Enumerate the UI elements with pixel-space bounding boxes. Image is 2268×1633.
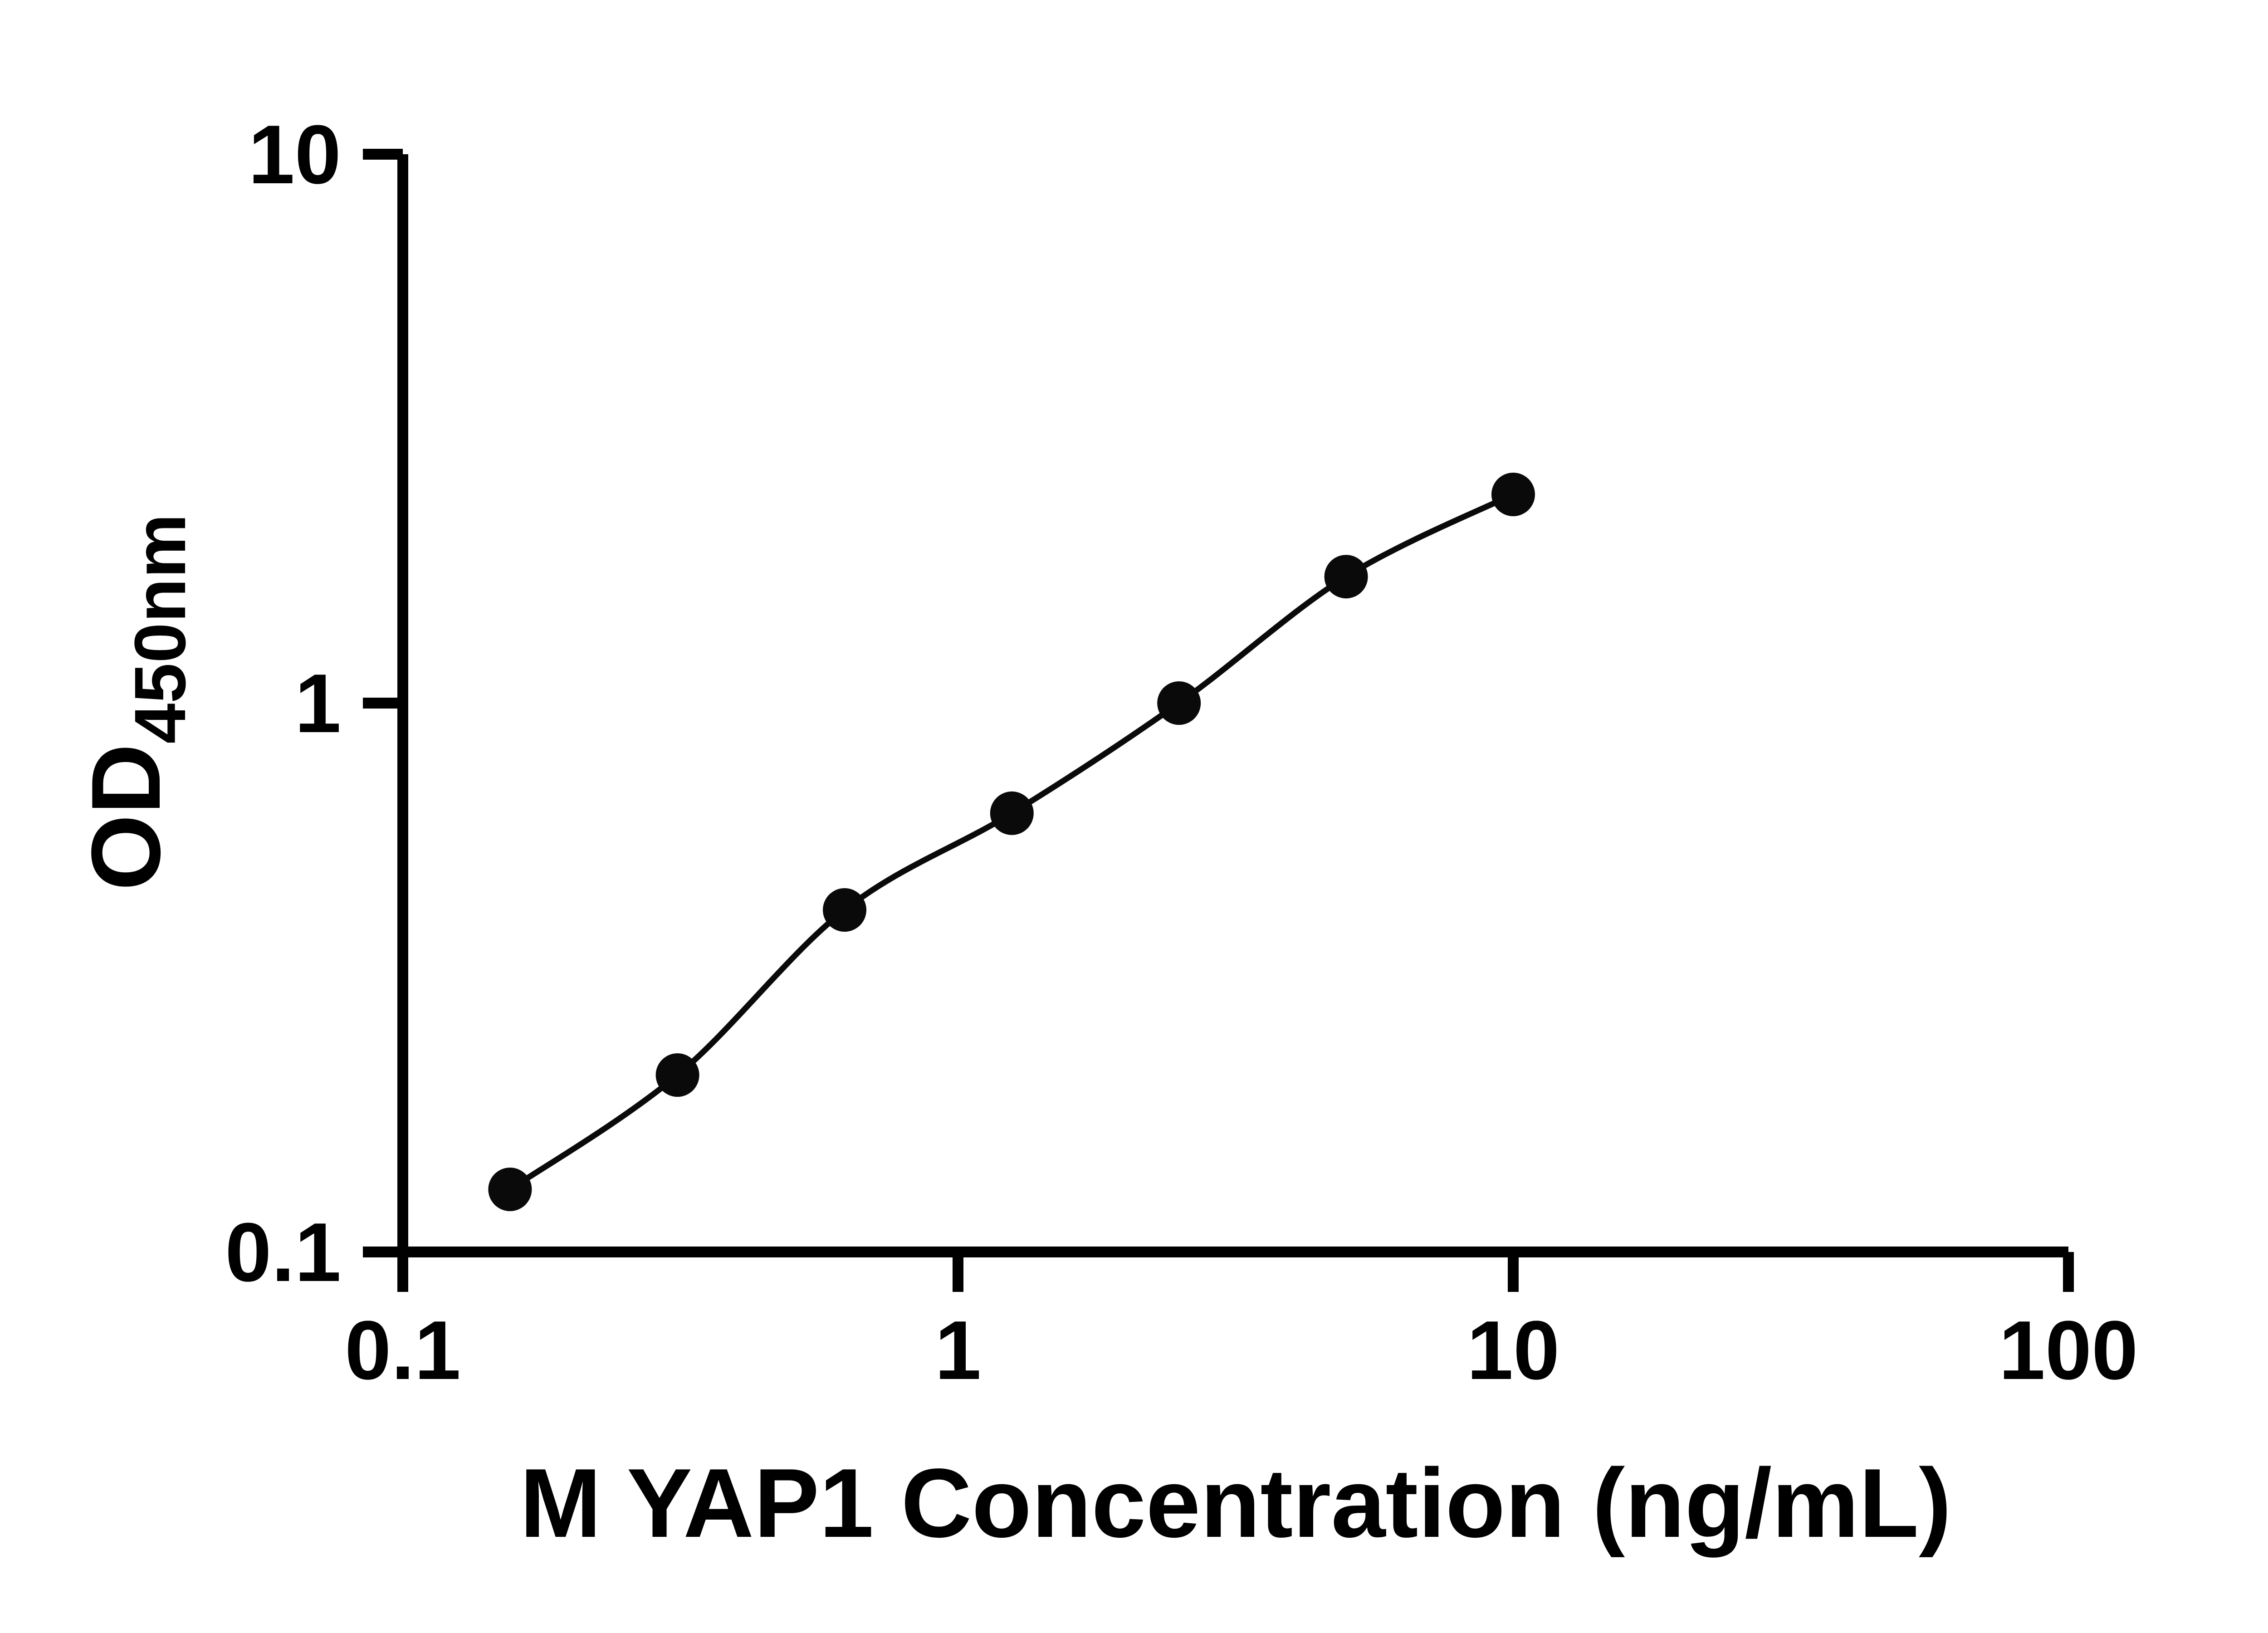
x-axis-tick-label: 10: [1467, 1303, 1560, 1397]
data-point-marker: [823, 888, 866, 932]
axis-line: [397, 154, 2068, 1257]
data-point-marker: [488, 1168, 532, 1211]
y-axis-tick-label: 10: [248, 108, 341, 201]
data-point-marker: [990, 791, 1034, 835]
y-axis-title: OD450nm: [71, 514, 200, 891]
data-point-marker: [1324, 555, 1368, 599]
y-axis-tick-label: 1: [295, 656, 341, 750]
data-point-marker: [1157, 681, 1201, 725]
data-point-marker: [655, 1053, 699, 1097]
series-layer: [488, 473, 1535, 1211]
x-axis-title: M YAP1 Concentration (ng/mL): [520, 1448, 1951, 1558]
x-axis-tick-label: 100: [1999, 1303, 2138, 1397]
x-axis-tick-label: 0.1: [345, 1303, 461, 1397]
axes-layer: 0.1 1 10 100 0.1 1 10: [225, 108, 2138, 1397]
y-axis-title-main: OD: [71, 743, 181, 890]
x-axis-tick-label: 1: [935, 1303, 981, 1397]
y-axis-title-subscript: 450nm: [119, 514, 200, 744]
data-point-marker: [1491, 473, 1535, 516]
y-axis-tick-label: 0.1: [225, 1205, 341, 1299]
